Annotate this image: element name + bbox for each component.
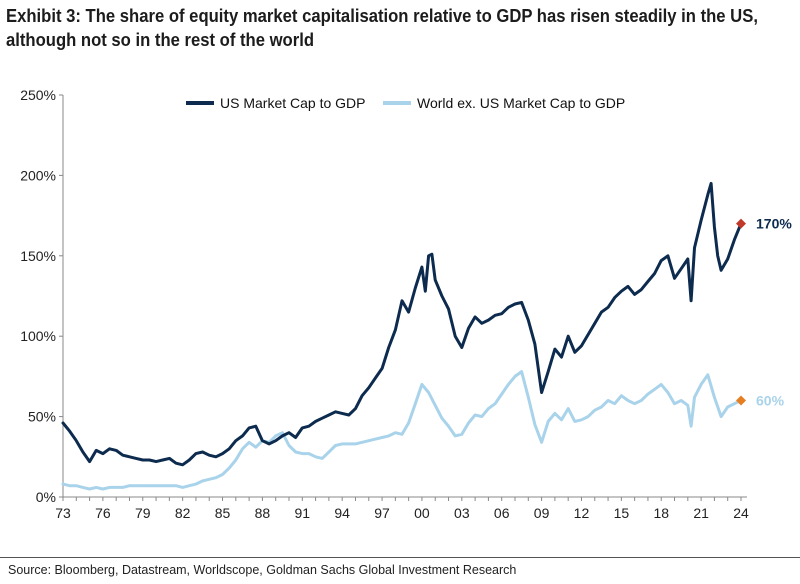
world-series-line <box>61 370 743 491</box>
x-tick-label: 97 <box>374 505 390 521</box>
x-tick-label: 85 <box>215 505 231 521</box>
y-tick-label: 100% <box>20 328 56 344</box>
x-tick-label: 03 <box>454 505 470 521</box>
series-layer <box>61 181 746 491</box>
source-note: Source: Bloomberg, Datastream, Worldscop… <box>8 563 517 577</box>
x-axis: 73 76 79 82 85 88 91 94 97 00 03 06 09 12 15 18 21 24 <box>55 496 749 521</box>
us-end-marker <box>736 218 746 229</box>
y-tick-label: 50% <box>28 409 56 425</box>
x-tick-label: 76 <box>95 505 111 521</box>
source-divider <box>0 557 800 558</box>
legend-world-label: World ex. US Market Cap to GDP <box>417 95 625 111</box>
us-series-line <box>61 181 743 467</box>
x-tick-label: 82 <box>175 505 191 521</box>
x-tick-label: 79 <box>135 505 151 521</box>
x-tick-label: 09 <box>534 505 550 521</box>
legend-us-label: US Market Cap to GDP <box>220 95 366 111</box>
world-end-label: 60% <box>756 393 785 409</box>
x-tick-label: 12 <box>574 505 590 521</box>
y-tick-label: 0% <box>36 489 56 505</box>
y-tick-label: 250% <box>20 87 56 103</box>
x-tick-label: 06 <box>494 505 510 521</box>
x-tick-label: 88 <box>255 505 271 521</box>
x-tick-label: 94 <box>334 505 350 521</box>
x-tick-label: 21 <box>693 505 709 521</box>
legend: US Market Cap to GDP World ex. US Market… <box>186 95 625 111</box>
x-tick-label: 18 <box>653 505 669 521</box>
y-axis: 0% 50% 100% 150% 200% 250% <box>20 87 64 505</box>
x-tick-label: 24 <box>733 505 749 521</box>
x-tick-label: 15 <box>614 505 630 521</box>
x-tick-label: 00 <box>414 505 430 521</box>
us-end-label: 170% <box>756 216 792 232</box>
chart-title: Exhibit 3: The share of equity market ca… <box>6 5 758 50</box>
x-tick-label: 73 <box>55 505 71 521</box>
end-labels: 170% 60% <box>756 216 792 409</box>
y-tick-label: 200% <box>20 167 56 183</box>
x-tick-label: 91 <box>295 505 311 521</box>
world-end-marker <box>736 395 746 406</box>
y-tick-label: 150% <box>20 248 56 264</box>
